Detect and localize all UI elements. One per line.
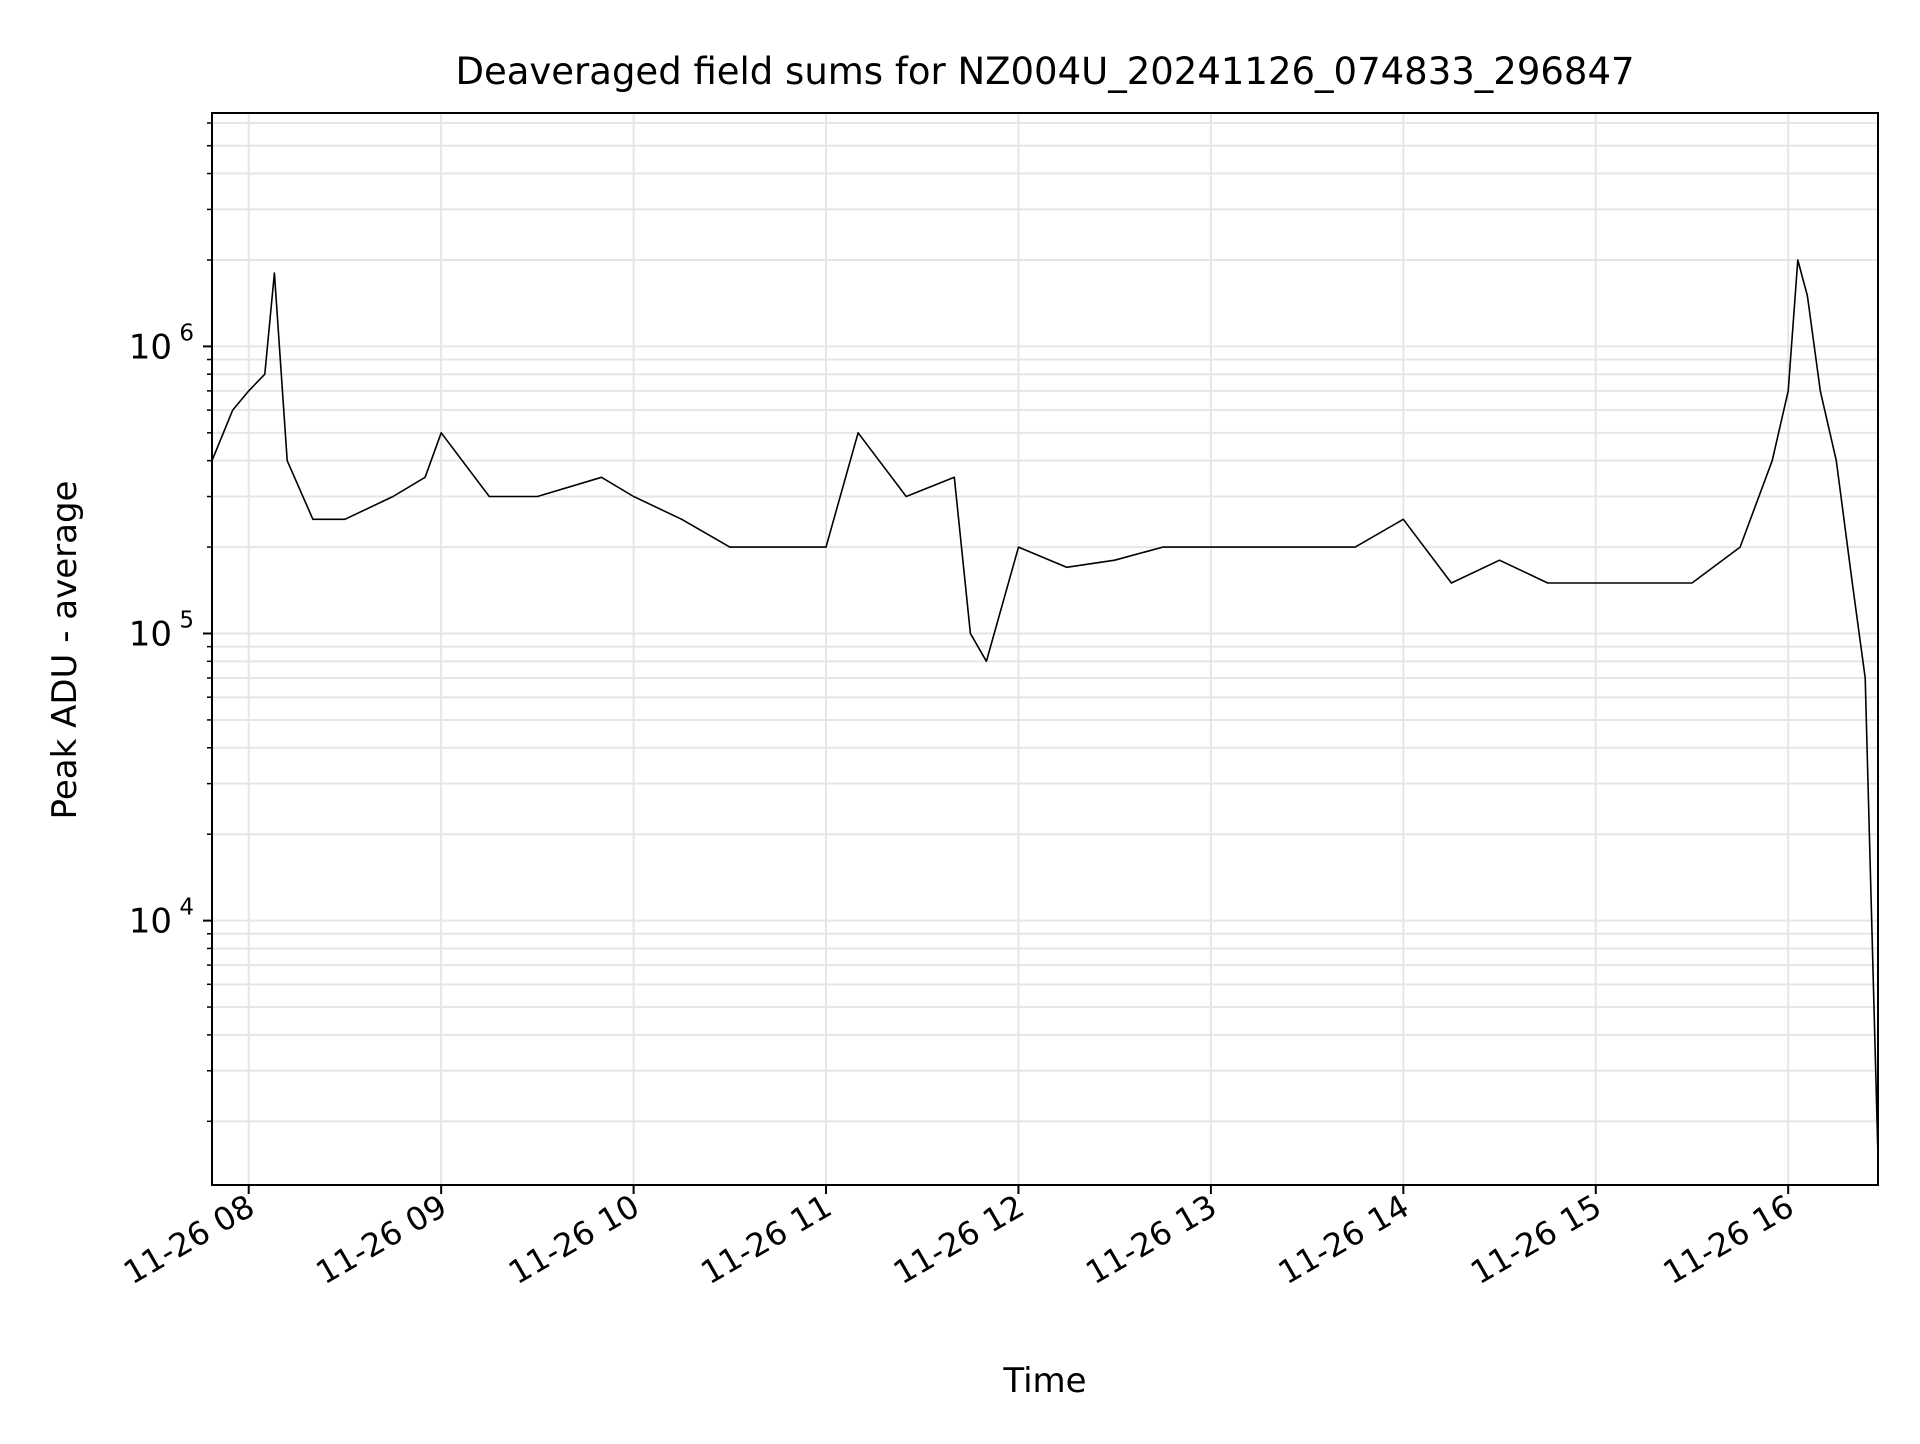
grid-lines	[212, 113, 1878, 1185]
y-tick-label: 10	[129, 327, 172, 367]
y-tick-label-exponent: 4	[179, 895, 194, 921]
y-tick-label: 10	[129, 902, 172, 942]
plot-area-frame	[211, 112, 1879, 1186]
data-series	[211, 259, 1879, 1158]
y-tick-label-exponent: 5	[179, 608, 194, 634]
data-series-line	[211, 259, 1879, 1158]
y-axis-label: Peak ADU - average	[45, 481, 85, 820]
x-axis-label: Time	[1002, 1361, 1086, 1401]
y-tick-label: 10	[129, 615, 172, 655]
chart-title: Deaveraged field sums for NZ004U_2024112…	[455, 50, 1634, 93]
y-tick-label-exponent: 6	[179, 320, 194, 346]
